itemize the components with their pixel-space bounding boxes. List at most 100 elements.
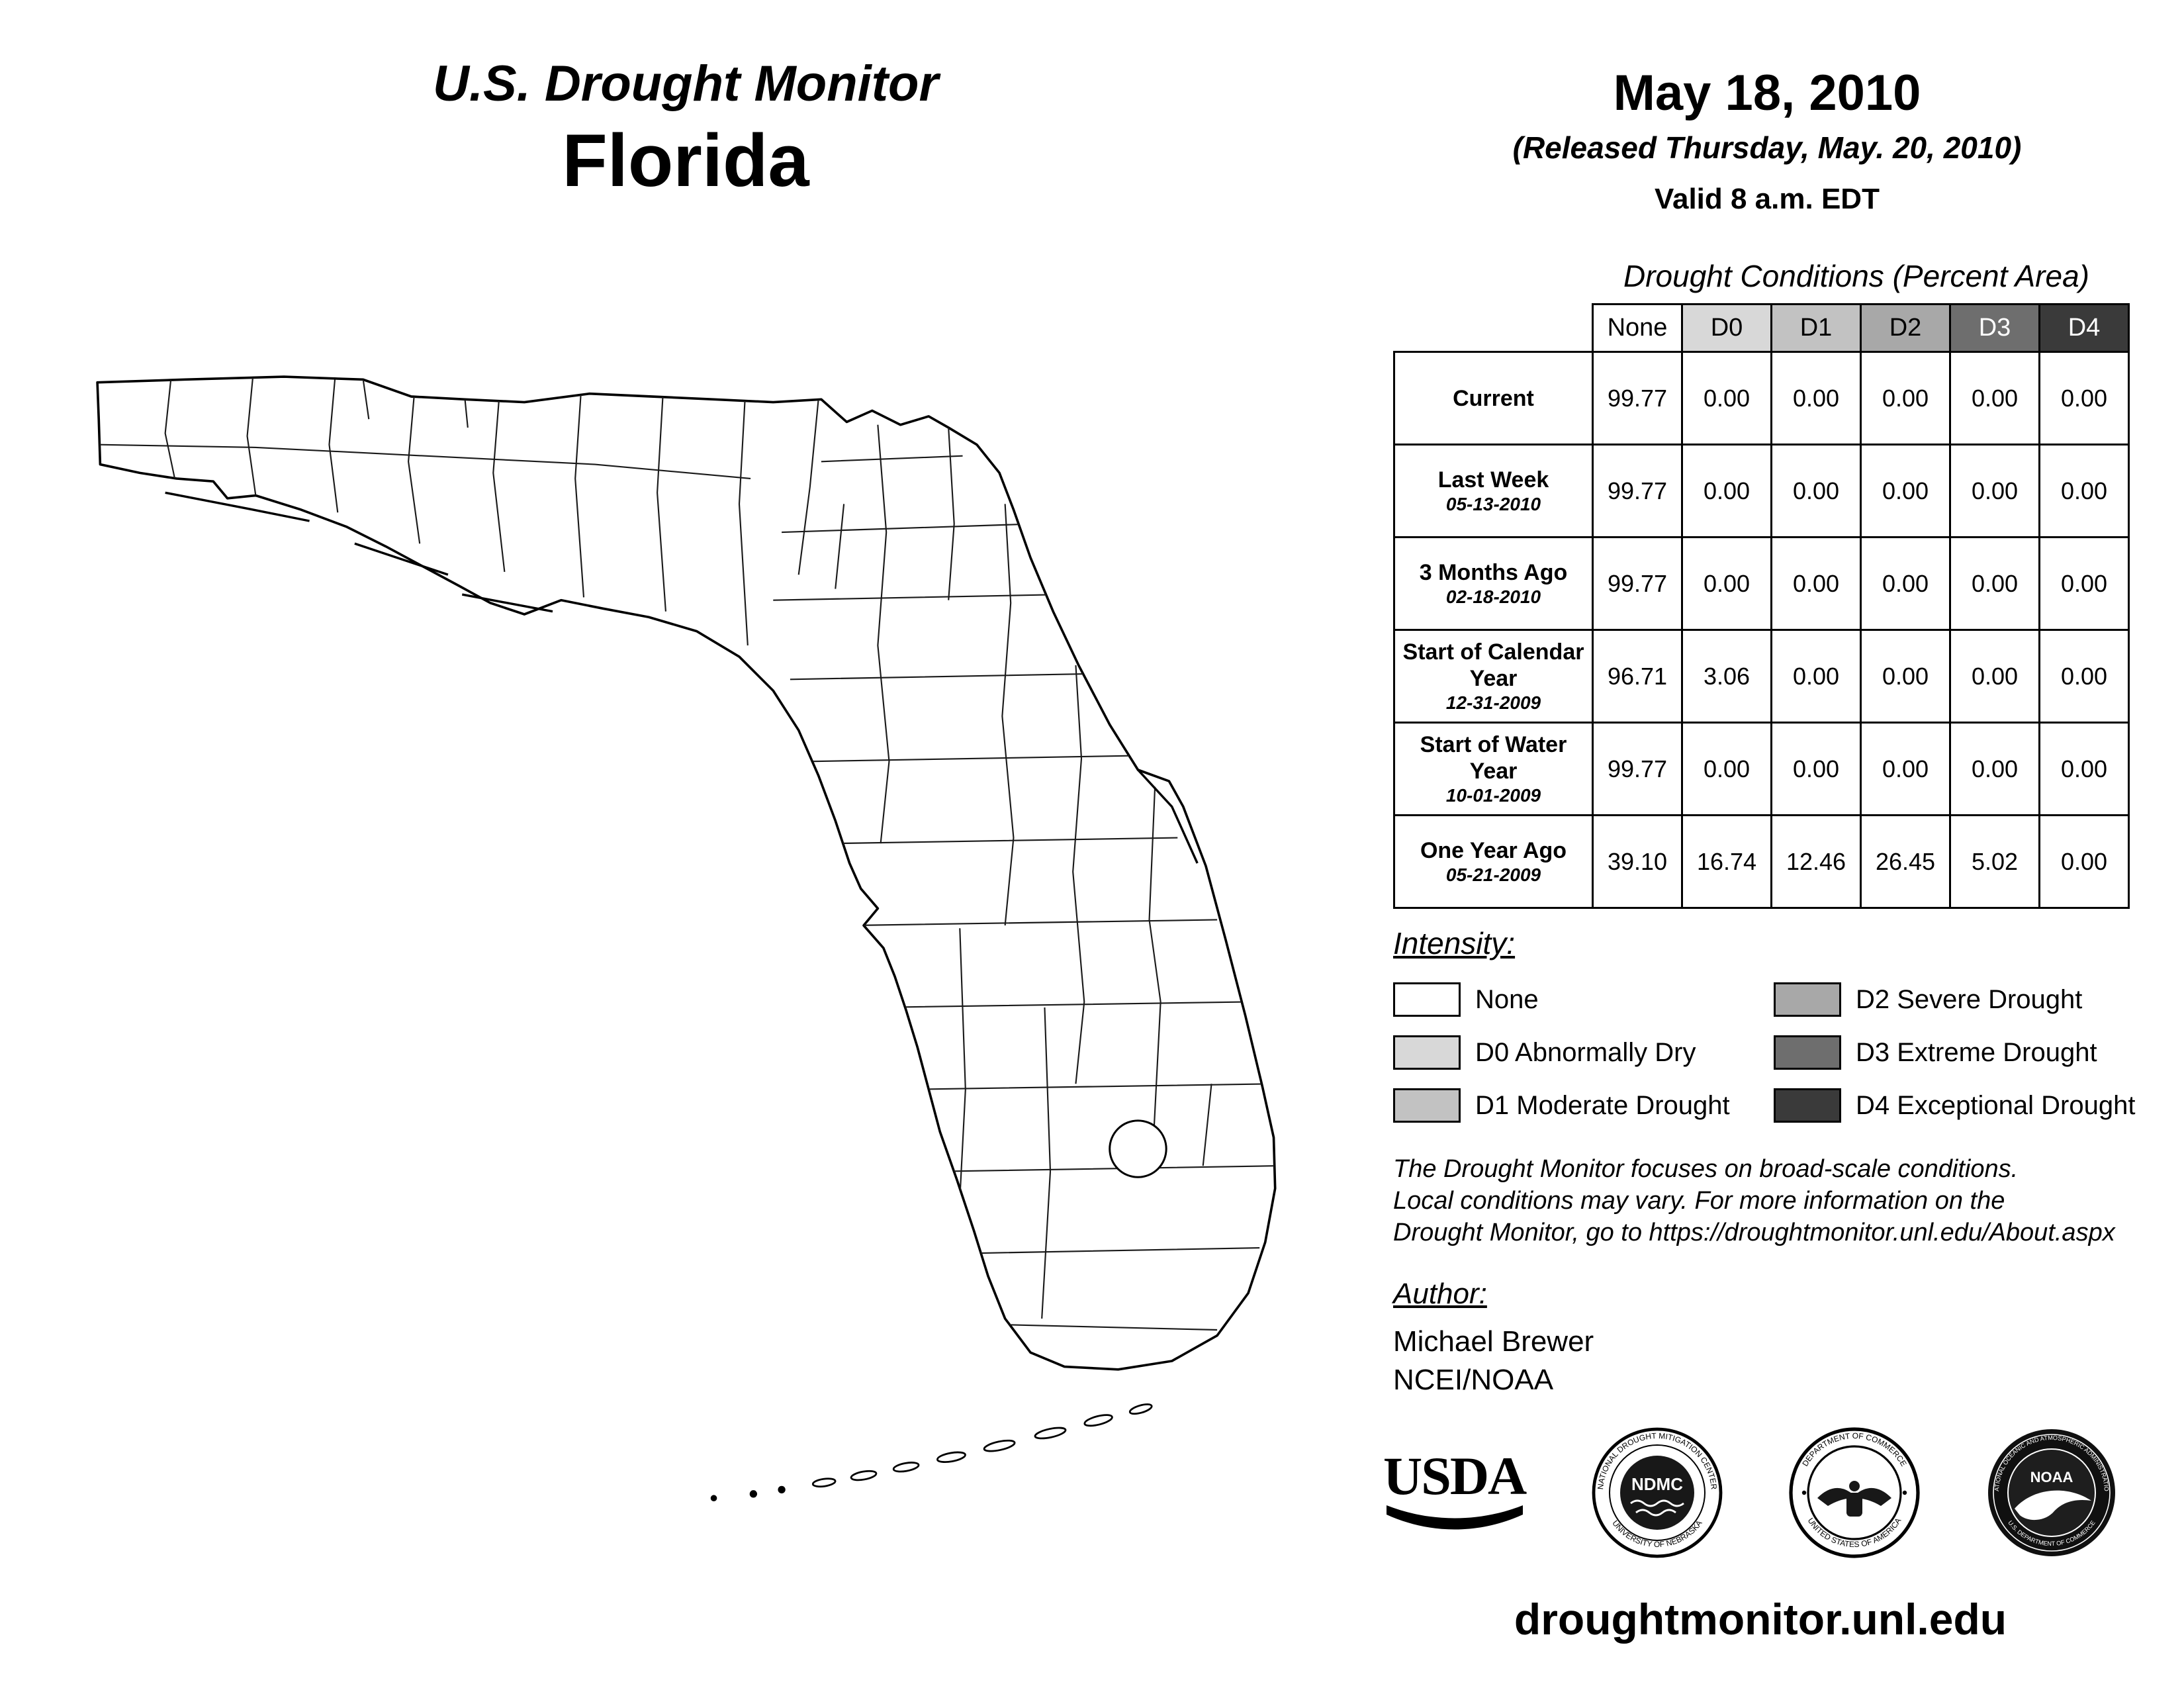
ndmc-logo: NATIONAL DROUGHT MITIGATION CENTER UNIVE… <box>1592 1427 1722 1558</box>
author-block: Author: Michael Brewer NCEI/NOAA <box>1393 1278 1594 1399</box>
legend-item-d3: D3 Extreme Drought <box>1774 1026 2135 1079</box>
intensity-legend: None D0 Abnormally Dry D1 Moderate Droug… <box>1393 973 2135 1132</box>
florida-map-svg <box>96 375 1277 1502</box>
row-label: Start of Water Year 10-01-2009 <box>1393 722 1594 816</box>
value-cell: 16.74 <box>1681 814 1772 909</box>
value-cell: 0.00 <box>1949 629 2040 724</box>
noaa-logo: NATIONAL OCEANIC AND ATMOSPHERIC ADMINIS… <box>1985 1427 2115 1556</box>
release-date: (Released Thursday, May. 20, 2010) <box>1512 130 2022 165</box>
ndmc-wordmark: NDMC <box>1631 1474 1683 1494</box>
legend-item-d1: D1 Moderate Drought <box>1393 1079 1774 1132</box>
row-label: Start of Calendar Year 12-31-2009 <box>1393 629 1594 724</box>
usda-logo: USDA <box>1383 1446 1527 1536</box>
value-cell: 0.00 <box>1681 444 1772 538</box>
value-cell: 0.00 <box>1949 351 2040 445</box>
value-cell: 0.00 <box>1860 536 1951 631</box>
table-row-start-calendar-year: Start of Calendar Year 12-31-2009 96.71 … <box>1393 629 2130 724</box>
value-cell: 0.00 <box>1681 351 1772 445</box>
value-cell: 0.00 <box>2038 444 2130 538</box>
value-cell: 0.00 <box>2038 722 2130 816</box>
commerce-seal: DEPARTMENT OF COMMERCE UNITED STATES OF … <box>1789 1427 1920 1558</box>
value-cell: 99.77 <box>1592 536 1683 631</box>
legend-item-d0: D0 Abnormally Dry <box>1393 1026 1774 1079</box>
disclaimer-line-3[interactable]: Drought Monitor, go to https://droughtmo… <box>1393 1219 2115 1246</box>
col-header-d0: D0 <box>1681 303 1772 353</box>
value-cell: 0.00 <box>2038 351 2130 445</box>
row-label: 3 Months Ago 02-18-2010 <box>1393 536 1594 631</box>
noaa-gull-icon <box>2014 1490 2091 1521</box>
col-header-none: None <box>1592 303 1683 353</box>
value-cell: 0.00 <box>1770 629 1862 724</box>
value-cell: 0.00 <box>1860 722 1951 816</box>
value-cell: 0.00 <box>1770 444 1862 538</box>
county-boundaries <box>97 377 1275 1331</box>
col-header-d4: D4 <box>2038 303 2130 353</box>
value-cell: 5.02 <box>1949 814 2040 909</box>
lake-okeechobee <box>1109 1119 1167 1178</box>
value-cell: 12.46 <box>1770 814 1862 909</box>
value-cell: 99.77 <box>1592 444 1683 538</box>
legend-swatch-d4 <box>1774 1088 1841 1123</box>
legend-swatch-none <box>1393 982 1461 1017</box>
value-cell: 0.00 <box>1949 536 2040 631</box>
legend-item-d2: D2 Severe Drought <box>1774 973 2135 1026</box>
florida-county-map <box>86 361 1330 1552</box>
agency-logos: USDA NATIONAL DROUGHT MITIGATION CENTER … <box>1383 1423 2118 1562</box>
value-cell: 96.71 <box>1592 629 1683 724</box>
value-cell: 0.00 <box>2038 536 2130 631</box>
author-name: Michael Brewer <box>1393 1325 1594 1358</box>
value-cell: 0.00 <box>1860 351 1951 445</box>
row-label: Current <box>1393 351 1594 445</box>
table-row-start-water-year: Start of Water Year 10-01-2009 99.77 0.0… <box>1393 722 2130 816</box>
value-cell: 0.00 <box>1770 351 1862 445</box>
table-row-current: Current 99.77 0.00 0.00 0.00 0.00 0.00 <box>1393 351 2130 445</box>
value-cell: 0.00 <box>2038 814 2130 909</box>
value-cell: 26.45 <box>1860 814 1951 909</box>
disclaimer-line-2: Local conditions may vary. For more info… <box>1393 1187 2005 1215</box>
col-header-d3: D3 <box>1949 303 2040 353</box>
row-label: Last Week 05-13-2010 <box>1393 444 1594 538</box>
commerce-eagle-emblem <box>1817 1481 1891 1517</box>
legend-swatch-d3 <box>1774 1035 1841 1070</box>
value-cell: 3.06 <box>1681 629 1772 724</box>
legend-swatch-d0 <box>1393 1035 1461 1070</box>
drought-conditions-table: None D0 D1 D2 D3 D4 Current 99.77 0.00 0… <box>1393 303 2130 909</box>
value-cell: 39.10 <box>1592 814 1683 909</box>
value-cell: 0.00 <box>1860 444 1951 538</box>
usda-swoosh <box>1386 1505 1523 1530</box>
legend-item-d4: D4 Exceptional Drought <box>1774 1079 2135 1132</box>
value-cell: 0.00 <box>1770 536 1862 631</box>
value-cell: 99.77 <box>1592 722 1683 816</box>
title-block: U.S. Drought Monitor Florida <box>189 56 1182 201</box>
florida-keys <box>710 1403 1153 1502</box>
table-header-row: None D0 D1 D2 D3 D4 <box>1394 303 2130 353</box>
value-cell: 0.00 <box>1949 444 2040 538</box>
author-org: NCEI/NOAA <box>1393 1364 1554 1396</box>
table-title: Drought Conditions (Percent Area) <box>1623 259 2089 293</box>
legend-swatch-d2 <box>1774 982 1841 1017</box>
report-date: May 18, 2010 <box>1613 65 1921 121</box>
barrier-islands <box>165 491 1199 864</box>
disclaimer: The Drought Monitor focuses on broad-sca… <box>1393 1153 2115 1248</box>
col-header-d2: D2 <box>1860 303 1951 353</box>
valid-time: Valid 8 a.m. EDT <box>1655 183 1880 215</box>
value-cell: 0.00 <box>1681 536 1772 631</box>
author-heading: Author: <box>1393 1278 1487 1310</box>
legend-item-none: None <box>1393 973 1774 1026</box>
value-cell: 0.00 <box>1770 722 1862 816</box>
usda-wordmark: USDA <box>1383 1446 1527 1506</box>
report-title: U.S. Drought Monitor <box>432 56 939 112</box>
disclaimer-line-1: The Drought Monitor focuses on broad-sca… <box>1393 1155 2019 1183</box>
footer-url[interactable]: droughtmonitor.unl.edu <box>1514 1595 2007 1644</box>
table-row-last-week: Last Week 05-13-2010 99.77 0.00 0.00 0.0… <box>1393 444 2130 538</box>
state-outline <box>96 375 1277 1371</box>
date-block: May 18, 2010 (Released Thursday, May. 20… <box>1357 66 2177 216</box>
table-row-3-months-ago: 3 Months Ago 02-18-2010 99.77 0.00 0.00 … <box>1393 536 2130 631</box>
row-label: One Year Ago 05-21-2009 <box>1393 814 1594 909</box>
value-cell: 0.00 <box>1949 722 2040 816</box>
value-cell: 0.00 <box>2038 629 2130 724</box>
noaa-wordmark: NOAA <box>2030 1469 2073 1485</box>
value-cell: 0.00 <box>1681 722 1772 816</box>
report-region: Florida <box>562 119 809 202</box>
value-cell: 99.77 <box>1592 351 1683 445</box>
